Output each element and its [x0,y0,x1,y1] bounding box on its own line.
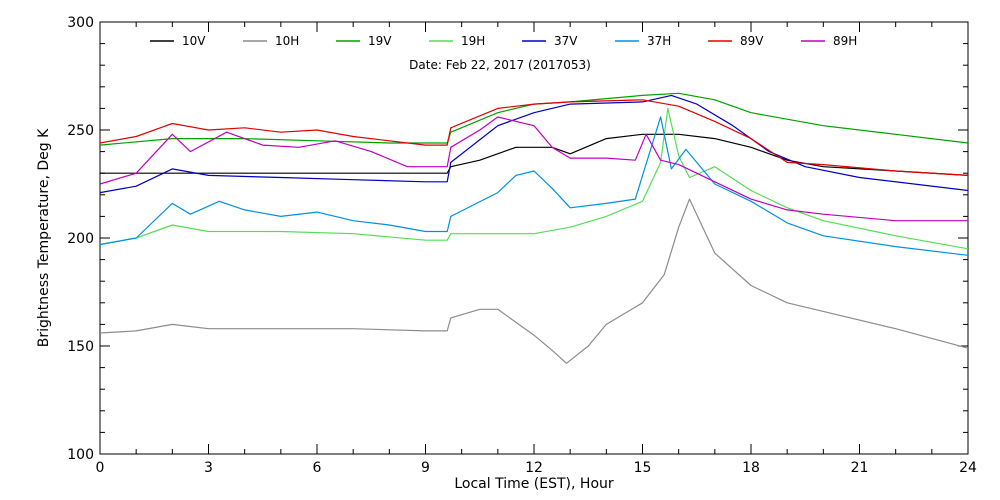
x-tick-label: 15 [634,460,652,476]
series-line-89h [99,116,968,222]
series-layer [99,92,969,364]
series-line-10h [99,198,969,364]
legend-label-19v: 19V [368,34,392,48]
series-line-89v [99,99,969,176]
x-tick-label: 18 [742,460,760,476]
y-tick-label: 150 [67,339,94,355]
legend-label-37h: 37H [647,34,671,48]
x-tick-label: 9 [421,460,430,476]
x-tick-label: 6 [313,460,322,476]
y-tick-label: 300 [67,15,94,31]
x-axis-title: Local Time (EST), Hour [454,476,614,492]
x-tick-label: 12 [525,460,543,476]
y-axis-title: Brightness Temperature, Deg K [36,128,52,347]
series-line-19v [99,92,969,146]
y-tick-label: 200 [67,231,94,247]
series-line-19h [99,107,969,250]
legend: 10V 10H 19V 19H 37V 37H 89V 89H [150,34,857,48]
y-tick-label: 100 [67,447,94,463]
x-tick-label: 21 [851,460,869,476]
series-line-37h [99,116,969,256]
legend-label-89h: 89H [833,34,857,48]
x-tick-label: 3 [204,460,213,476]
series-line-10v [100,133,969,176]
x-tick-label: 0 [96,460,105,476]
legend-label-89v: 89V [740,34,764,48]
axis-ticks [99,21,969,455]
legend-label-19h: 19H [461,34,485,48]
series-line-37v [99,94,969,194]
legend-label-10v: 10V [182,34,206,48]
x-tick-label: 24 [959,460,977,476]
axis-tick-labels: 0 3 6 9 12 15 18 21 24 100 150 200 250 300 [67,15,977,476]
legend-label-37v: 37V [554,34,578,48]
legend-label-10h: 10H [275,34,299,48]
y-tick-label: 250 [67,123,94,139]
date-annotation: Date: Feb 22, 2017 (2017053) [409,58,591,72]
